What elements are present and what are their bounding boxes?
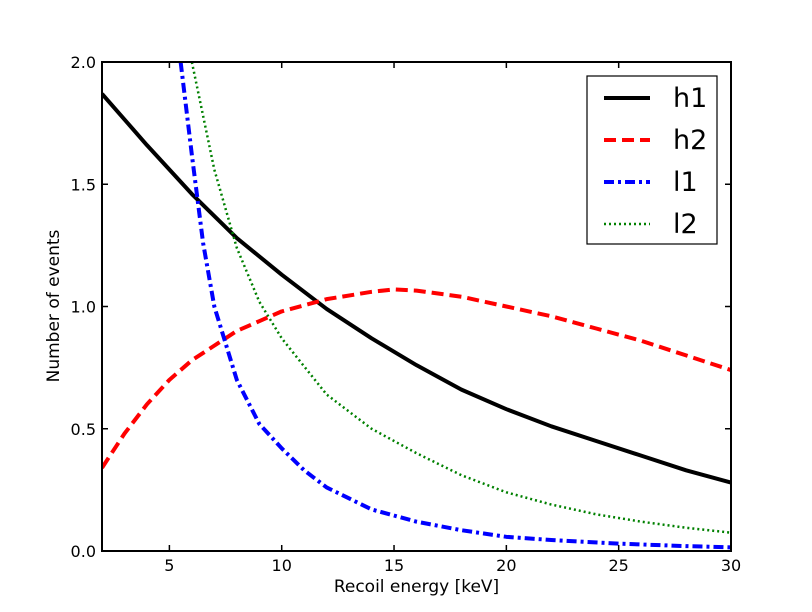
- legend-label-l1: l1: [673, 167, 698, 198]
- legend-label-h2: h2: [673, 125, 707, 156]
- legend-label-l2: l2: [673, 209, 698, 240]
- y-tick-label: 2.0: [71, 53, 96, 72]
- legend: h1 h2 l1 l2: [586, 75, 718, 245]
- series-line-l1: [178, 62, 731, 550]
- legend-box: [586, 75, 718, 245]
- y-tick-label: 1.0: [71, 298, 96, 317]
- ticks-layer: 5 10 15 20 25 30 0.0 0.5 1.0 1.5 2.0: [71, 53, 742, 575]
- series-line-h2: [102, 287, 731, 469]
- series-line-l2: [190, 62, 731, 534]
- y-tick-label: 1.5: [71, 175, 96, 194]
- legend-label-h1: h1: [673, 83, 707, 114]
- y-axis-label: Number of events: [44, 229, 64, 382]
- x-axis-label: Recoil energy [keV]: [334, 577, 499, 597]
- x-tick-label: 15: [384, 556, 404, 575]
- y-tick-label: 0.5: [71, 420, 96, 439]
- x-tick-label: 30: [721, 556, 741, 575]
- x-tick-label: 10: [272, 556, 292, 575]
- x-tick-label: 5: [164, 556, 174, 575]
- x-tick-label: 25: [608, 556, 628, 575]
- y-tick-label: 0.0: [71, 542, 96, 561]
- series-layer: [102, 62, 731, 550]
- series-line-h1: [102, 92, 731, 485]
- x-tick-label: 20: [496, 556, 516, 575]
